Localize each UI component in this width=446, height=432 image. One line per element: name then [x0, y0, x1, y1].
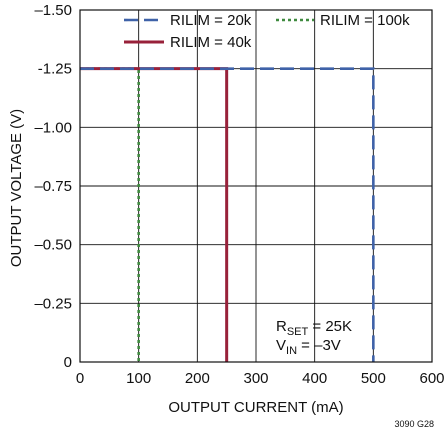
x-tick-label: 200 [185, 370, 210, 387]
x-axis-label: OUTPUT CURRENT (mA) [168, 399, 343, 416]
annotation-vin-sub: IN [286, 345, 297, 357]
y-tick-label: -1.25 [38, 61, 72, 78]
annotation-rset-sub: SET [287, 326, 309, 338]
y-axis-label: OUTPUT VOLTAGE (V) [8, 109, 25, 267]
x-tick-label: 500 [361, 370, 386, 387]
y-tick-label: –1.50 [34, 2, 72, 19]
legend-label: RILIM = 20k [170, 12, 252, 29]
grid [80, 10, 432, 362]
x-tick-label: 100 [126, 370, 151, 387]
x-tick-label: 400 [302, 370, 327, 387]
legend-label: RILIM = 100k [320, 12, 410, 29]
y-tick-label: –1.00 [34, 119, 72, 136]
x-tick-label: 0 [76, 370, 84, 387]
series-line-2 [80, 67, 229, 362]
y-tick-label: 0 [64, 354, 72, 371]
annotation-vin: VIN = –3V [276, 337, 341, 357]
y-tick-label: –0.50 [34, 237, 72, 254]
series-line-1 [80, 67, 140, 362]
annotation-rset-value: = 25K [308, 318, 352, 335]
y-tick-label: –0.25 [34, 295, 72, 312]
annotation-vin-value: = –3V [297, 337, 341, 354]
plot-frame [79, 9, 433, 363]
figure-id: 3090 G28 [394, 419, 434, 429]
series-layer [80, 67, 375, 362]
legend-label: RILIM = 40k [170, 34, 252, 51]
y-tick-labels: 0 –0.25 –0.50 –0.75 –1.00 -1.25 –1.50 [34, 2, 72, 371]
annotation-vin-main: V [276, 337, 286, 354]
x-tick-label: 600 [419, 370, 444, 387]
x-tick-labels: 0 100 200 300 400 500 600 [76, 370, 445, 387]
x-tick-label: 300 [243, 370, 268, 387]
series-line-0 [80, 67, 375, 362]
annotation-rset-main: R [276, 318, 287, 335]
legend: RILIM = 20k RILIM = 100k RILIM = 40k [124, 12, 410, 51]
annotation-rset: RSET = 25K [276, 318, 352, 338]
y-tick-label: –0.75 [34, 178, 72, 195]
